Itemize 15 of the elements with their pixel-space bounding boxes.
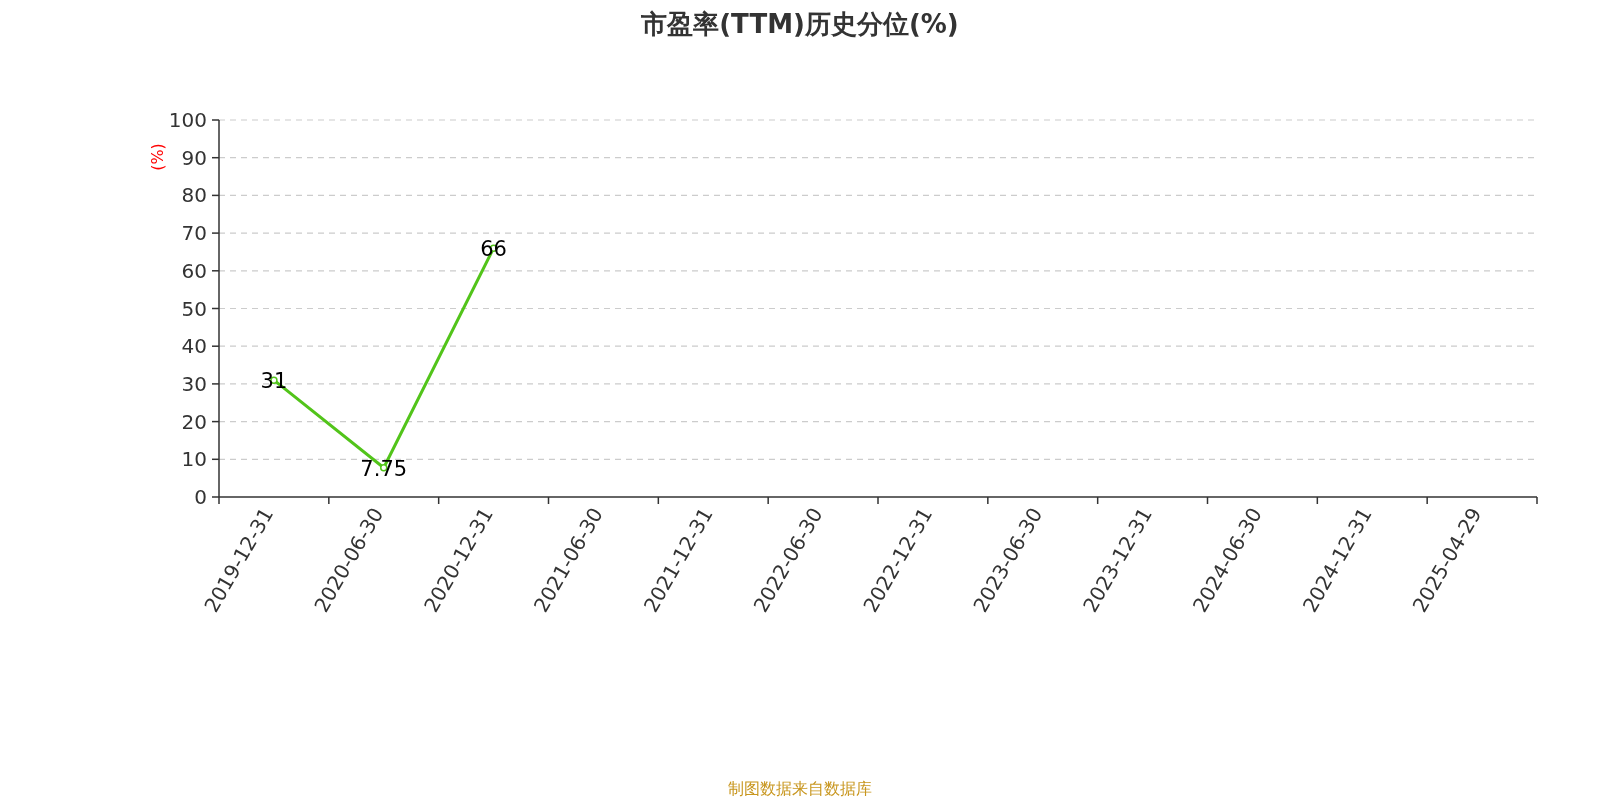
y-tick-label: 10 (181, 447, 207, 472)
text: 制图数据来自数据库 (728, 779, 872, 798)
y-tick-label: 80 (181, 183, 207, 208)
y-tick-label: 90 (181, 145, 207, 170)
y-tick-label: 20 (181, 409, 207, 434)
data-label: 7.75 (360, 456, 408, 481)
y-tick-label: 0 (194, 485, 207, 509)
y-tick-label: 50 (181, 296, 207, 321)
y-tick-label: 60 (181, 258, 207, 283)
y-tick-label: 40 (181, 334, 207, 359)
y-tick-label: 70 (181, 221, 207, 246)
chart-title: 市盈率(TTM)历史分位(%) (640, 9, 959, 39)
y-tick-label: 30 (181, 371, 207, 396)
y-axis-title: (%) (148, 143, 167, 171)
y-tick-label: 100 (168, 108, 207, 132)
